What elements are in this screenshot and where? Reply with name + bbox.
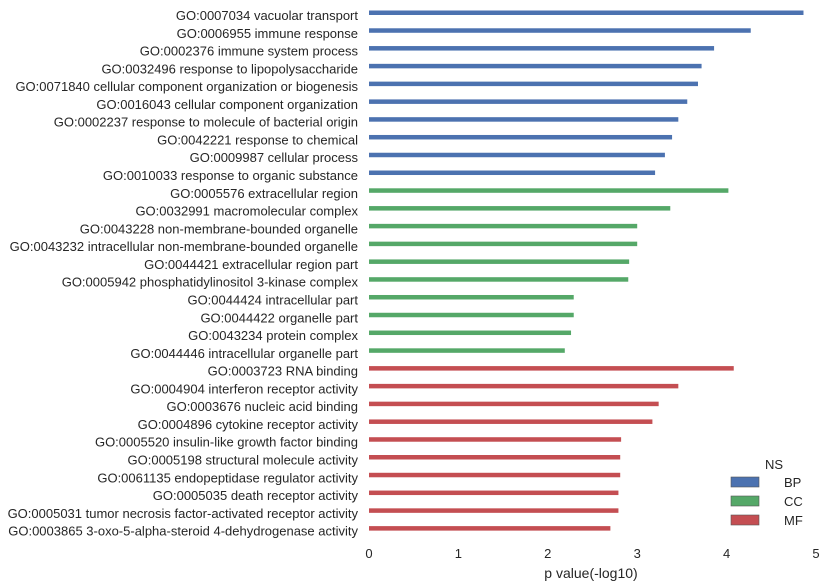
bar-27	[369, 490, 619, 496]
bar-17	[369, 312, 574, 318]
legend-title: NS	[765, 457, 783, 472]
bar-1	[369, 28, 751, 33]
category-label-18: GO:0043234 protein complex	[188, 328, 358, 343]
bar-8	[369, 152, 665, 158]
legend-label-mf: MF	[784, 513, 803, 528]
bar-6	[369, 117, 679, 122]
bar-4	[369, 81, 698, 87]
category-label-6: GO:0002237 response to molecule of bacte…	[54, 115, 358, 130]
bar-9	[369, 170, 656, 176]
legend: NS BP CC MF	[730, 457, 803, 528]
category-label-1: GO:0006955 immune response	[177, 26, 358, 41]
category-label-15: GO:0005942 phosphatidylinositol 3-kinase…	[62, 275, 359, 290]
category-label-19: GO:0044446 intracellular organelle part	[130, 346, 358, 361]
bars-layer	[369, 10, 804, 531]
category-label-9: GO:0010033 response to organic substance	[103, 168, 358, 183]
legend-swatch-mf	[730, 514, 760, 526]
x-tick-label-3: 3	[634, 546, 641, 561]
bar-24	[369, 437, 622, 442]
bar-16	[369, 294, 574, 300]
bar-12	[369, 223, 638, 229]
category-label-5: GO:0016043 cellular component organizati…	[96, 97, 358, 112]
legend-swatch-cc	[730, 495, 760, 507]
bar-29	[369, 526, 611, 531]
x-axis-ticks: 0 1 2 3 4 5	[365, 546, 819, 561]
category-label-13: GO:0043232 intracellular non-membrane-bo…	[10, 239, 358, 254]
bar-22	[369, 401, 659, 407]
category-label-21: GO:0004904 interferon receptor activity	[130, 381, 358, 396]
legend-entries: BP CC MF	[730, 475, 803, 528]
bar-10	[369, 188, 729, 193]
legend-label-bp: BP	[784, 475, 801, 490]
x-tick-label-1: 1	[455, 546, 462, 561]
bar-18	[369, 330, 572, 336]
category-label-20: GO:0003723 RNA binding	[208, 364, 358, 379]
category-label-8: GO:0009987 cellular process	[190, 150, 359, 165]
x-tick-label-5: 5	[812, 546, 819, 561]
category-label-24: GO:0005520 insulin-like growth factor bi…	[95, 435, 358, 450]
category-label-14: GO:0044421 extracellular region part	[144, 257, 358, 272]
category-label-22: GO:0003676 nucleic acid binding	[166, 399, 358, 414]
bar-20	[369, 366, 734, 371]
category-label-3: GO:0032496 response to lipopolysaccharid…	[101, 61, 358, 76]
category-label-4: GO:0071840 cellular component organizati…	[15, 79, 358, 94]
bar-5	[369, 99, 688, 104]
x-tick-label-4: 4	[723, 546, 730, 561]
x-tick-label-0: 0	[365, 546, 372, 561]
bar-11	[369, 206, 671, 211]
bar-28	[369, 508, 619, 513]
bar-21	[369, 383, 679, 389]
bar-15	[369, 277, 629, 282]
x-tick-label-2: 2	[544, 546, 551, 561]
bar-19	[369, 348, 565, 353]
x-axis-title: p value(-log10)	[544, 565, 637, 581]
legend-swatch-bp	[730, 476, 760, 488]
category-label-7: GO:0042221 response to chemical	[157, 132, 358, 147]
category-label-29: GO:0003865 3-oxo-5-alpha-steroid 4-dehyd…	[8, 524, 358, 539]
category-label-27: GO:0005035 death receptor activity	[153, 488, 359, 503]
bar-26	[369, 472, 621, 478]
category-label-0: GO:0007034 vacuolar transport	[176, 8, 358, 23]
category-label-26: GO:0061135 endopeptidase regulator activ…	[97, 470, 358, 485]
category-label-17: GO:0044422 organelle part	[200, 310, 358, 325]
bar-0	[369, 10, 804, 15]
bar-14	[369, 259, 630, 264]
category-label-28: GO:0005031 tumor necrosis factor-activat…	[8, 506, 359, 521]
category-label-2: GO:0002376 immune system process	[140, 44, 359, 59]
bar-13	[369, 241, 638, 247]
bar-7	[369, 134, 673, 140]
bar-25	[369, 455, 621, 460]
category-label-12: GO:0043228 non-membrane-bounded organell…	[80, 221, 358, 236]
bar-23	[369, 419, 653, 424]
bar-2	[369, 46, 715, 51]
category-label-16: GO:0044424 intracellular part	[187, 292, 358, 307]
category-label-25: GO:0005198 structural molecule activity	[128, 453, 359, 468]
legend-label-cc: CC	[784, 494, 803, 509]
bar-3	[369, 63, 702, 69]
category-label-23: GO:0004896 cytokine receptor activity	[138, 417, 359, 432]
category-labels: GO:0007034 vacuolar transport GO:0006955 …	[8, 8, 359, 539]
category-label-11: GO:0032991 macromolecular complex	[135, 204, 358, 219]
category-label-10: GO:0005576 extracellular region	[170, 186, 358, 201]
